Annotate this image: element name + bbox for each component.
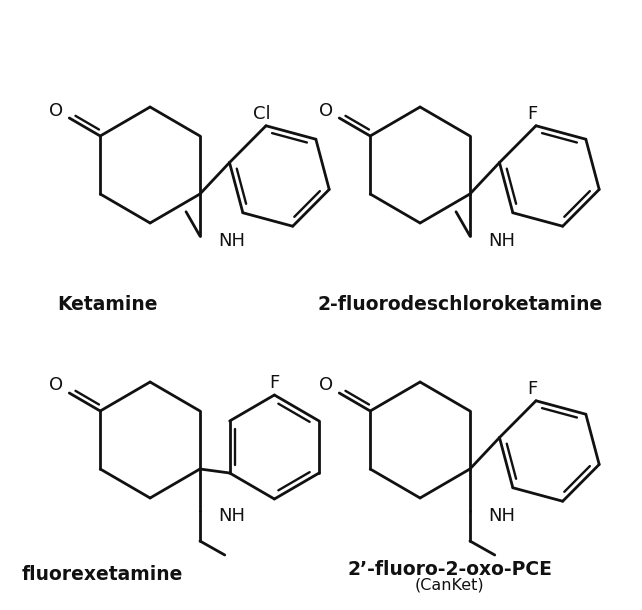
Text: F: F bbox=[527, 105, 537, 123]
Text: fluorexetamine: fluorexetamine bbox=[22, 565, 183, 584]
Text: NH: NH bbox=[488, 507, 515, 525]
Text: Ketamine: Ketamine bbox=[57, 295, 158, 314]
Text: F: F bbox=[269, 374, 279, 392]
Text: F: F bbox=[527, 380, 537, 398]
Text: (CanKet): (CanKet) bbox=[415, 578, 485, 593]
Text: O: O bbox=[49, 101, 64, 120]
Text: O: O bbox=[319, 101, 333, 120]
Text: NH: NH bbox=[488, 232, 515, 250]
Text: 2-fluorodeschloroketamine: 2-fluorodeschloroketamine bbox=[317, 295, 602, 314]
Text: O: O bbox=[49, 376, 64, 395]
Text: 2’-fluoro-2-oxo-PCE: 2’-fluoro-2-oxo-PCE bbox=[347, 560, 552, 579]
Text: O: O bbox=[319, 376, 333, 395]
Text: NH: NH bbox=[218, 232, 245, 250]
Text: Cl: Cl bbox=[253, 105, 271, 123]
Text: NH: NH bbox=[218, 507, 245, 525]
